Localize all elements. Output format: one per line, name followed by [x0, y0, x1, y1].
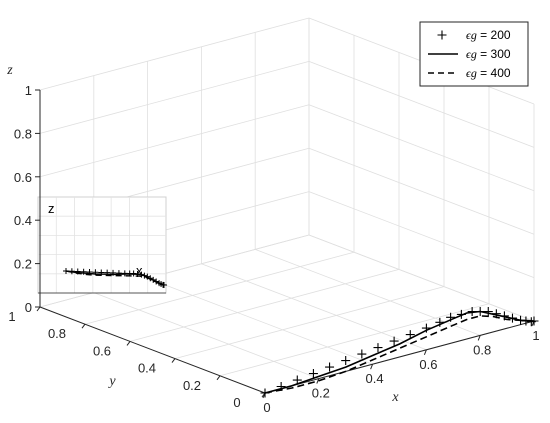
y-tick-mark [81, 323, 86, 329]
data-point-eg200 [483, 307, 493, 317]
y-axis-label: y [107, 374, 116, 389]
y-tick-label: 1 [8, 309, 15, 324]
data-point-eg200 [308, 369, 318, 379]
grid-line [219, 303, 490, 377]
y-tick-mark [216, 375, 221, 381]
z-tick-label: 1 [25, 83, 32, 98]
grid-line [255, 249, 481, 336]
x-axis-line [264, 320, 535, 394]
grid-line [84, 251, 355, 325]
z-tick-label: 0.2 [14, 257, 32, 272]
data-point-eg200 [292, 375, 302, 385]
y-tick-label: 0.8 [48, 326, 66, 341]
data-point-eg200 [325, 362, 335, 372]
data-point-eg200 [341, 356, 351, 366]
legend-entry-value: = 200 [477, 28, 511, 42]
x-tick-label: 0.6 [419, 357, 437, 372]
grid-line [147, 277, 373, 365]
grid-line [93, 292, 319, 379]
legend-marker-plus [437, 30, 447, 40]
x-axis-label: x [391, 390, 399, 405]
y-tick-label: 0.4 [138, 361, 156, 376]
legend-entry-label: ϵg = 300 [466, 47, 511, 61]
y-tick-label: 0.2 [183, 378, 201, 393]
tick-labels: 0 0 0 0.2 0.2 0.2 0.4 0.4 0.4 0.6 0.6 0.6 0.8 0.8 0.8 1… [8, 83, 539, 415]
data-point-eg200 [389, 336, 399, 346]
inset-series-line [65, 270, 165, 286]
legend-entry-symbol: ϵg [466, 66, 477, 80]
x-tick-mark [316, 378, 320, 384]
y-tick-label: 0.6 [93, 343, 111, 358]
legend-entry-symbol: ϵg [466, 28, 477, 42]
legend-entry-value: = 400 [477, 66, 511, 80]
grid-line [308, 191, 535, 278]
y-axis-line [39, 306, 266, 394]
grid-line [39, 17, 310, 91]
axis-labels: x y z [6, 63, 399, 405]
series-line-eg400 [264, 315, 535, 394]
grid-line [39, 234, 310, 308]
x-tick-mark [477, 335, 481, 341]
z-tick-label: 0.6 [14, 170, 32, 185]
x-tick-mark [423, 349, 427, 355]
z-tick-label: 0.8 [14, 126, 32, 141]
z-tick-label: 0.4 [14, 213, 32, 228]
grid-line [39, 61, 310, 134]
grid-line [308, 104, 535, 192]
z-axis-label: z [6, 63, 13, 78]
data-point-eg200 [357, 349, 367, 359]
x-tick-label: 0.8 [473, 342, 491, 357]
inset-panel: zx [37, 196, 167, 294]
data-point-eg200 [405, 330, 415, 340]
inset-z-label: z [48, 201, 55, 216]
grid-line [39, 104, 310, 178]
legend-entry-symbol: ϵg [466, 47, 477, 61]
y-tick-mark [126, 341, 131, 346]
x-tick-label: 0.4 [366, 371, 384, 386]
inset-frame [37, 196, 167, 294]
legend-entry-value: = 300 [477, 47, 511, 61]
x-tick-mark [370, 364, 374, 370]
x-tick-label: 0.2 [312, 386, 330, 401]
z-tick-label: 0 [25, 300, 32, 315]
x-tick-label: 0 [263, 400, 270, 415]
y-tick-label: 0 [233, 395, 240, 410]
y-tick-mark [36, 306, 41, 312]
series-layer [260, 307, 539, 398]
legend-entry-label: ϵg = 200 [466, 28, 511, 42]
inset-series-line [65, 270, 165, 286]
grid-line [308, 61, 535, 148]
grid-line [129, 269, 400, 342]
inset-x-label: x [136, 263, 143, 278]
grid-line [308, 147, 535, 235]
axes-box [35, 89, 535, 399]
series-line-eg300 [264, 310, 535, 394]
x-tick-label: 1 [532, 328, 539, 343]
grid-line [201, 263, 427, 351]
grid-line [174, 286, 445, 359]
y-tick-mark [171, 358, 176, 363]
grid-line [308, 234, 535, 322]
data-point-eg200 [373, 343, 383, 353]
legend-entry-label: ϵg = 400 [466, 66, 511, 80]
